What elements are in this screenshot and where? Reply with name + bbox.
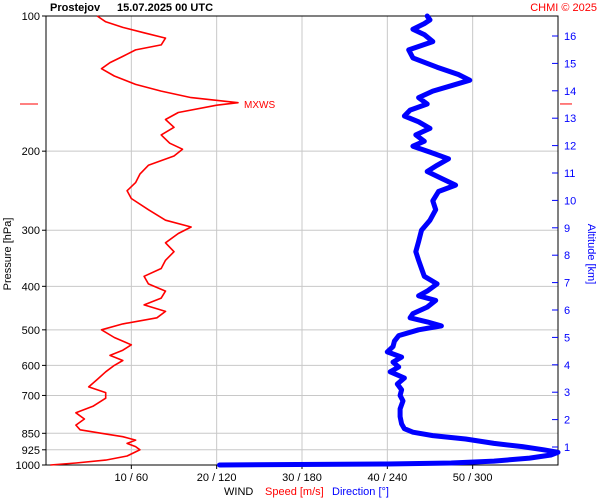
pressure-tick-label: 400 [22,281,40,293]
altitude-tick-label: 6 [564,305,570,317]
wind-tick-label: 20 / 120 [197,472,237,484]
annotation-layer: MXWS [20,100,572,111]
direction-series-line [217,13,561,468]
pressure-tick-label: 600 [22,360,40,372]
altitude-tick-label: 7 [564,278,570,290]
chart-grid [46,15,558,466]
speed-axis-label: Speed [m/s] [265,486,324,498]
altitude-axis-label: Altitude [km] [585,224,597,285]
pressure-tick-label: 1000 [16,460,40,472]
pressure-tick-label: 700 [22,390,40,402]
x-axis-title: WIND [224,486,253,498]
credit-text: CHMI © 2025 [530,2,597,14]
altitude-tick-label: 1 [564,442,570,454]
pressure-tick-label: 500 [22,325,40,337]
mxws-label: MXWS [244,100,275,111]
pressure-axis: 1000 925 850 700 600 500 400 300 200 100 [16,11,46,472]
altitude-tick-label: 11 [564,168,575,180]
direction-axis-label: Direction [°] [332,486,389,498]
pressure-tick-label: 300 [22,225,40,237]
sounding-datetime: 15.07.2025 00 UTC [117,2,213,14]
altitude-tick-label: 2 [564,415,570,427]
pressure-tick-label: 850 [22,428,40,440]
wind-tick-label: 40 / 240 [367,472,407,484]
wind-tick-label: 10 / 60 [115,472,149,484]
wind-tick-label: 30 / 180 [282,472,322,484]
altitude-tick-label: 10 [564,195,576,207]
station-name: Prostejov [50,2,101,14]
altitude-tick-label: 16 [564,31,576,43]
altitude-tick-label: 4 [564,360,570,372]
altitude-tick-label: 5 [564,332,570,344]
pressure-tick-label: 200 [22,146,40,158]
altitude-tick-label: 3 [564,387,570,399]
series-layer [50,13,561,468]
wind-tick-label: 50 / 300 [453,472,493,484]
pressure-axis-label: Pressure [hPa] [2,218,14,291]
altitude-tick-label: 8 [564,250,570,262]
altitude-tick-label: 15 [564,58,576,70]
pressure-tick-label: 925 [22,445,40,457]
altitude-tick-label: 12 [564,141,576,153]
pressure-tick-label: 100 [22,11,40,23]
wind-axis: 10 / 60 20 / 120 30 / 180 40 / 240 50 / 300 [115,465,493,484]
speed-series-line [50,15,239,466]
altitude-tick-label: 14 [564,86,576,98]
altitude-tick-label: 13 [564,113,576,125]
altitude-tick-label: 9 [564,223,570,235]
